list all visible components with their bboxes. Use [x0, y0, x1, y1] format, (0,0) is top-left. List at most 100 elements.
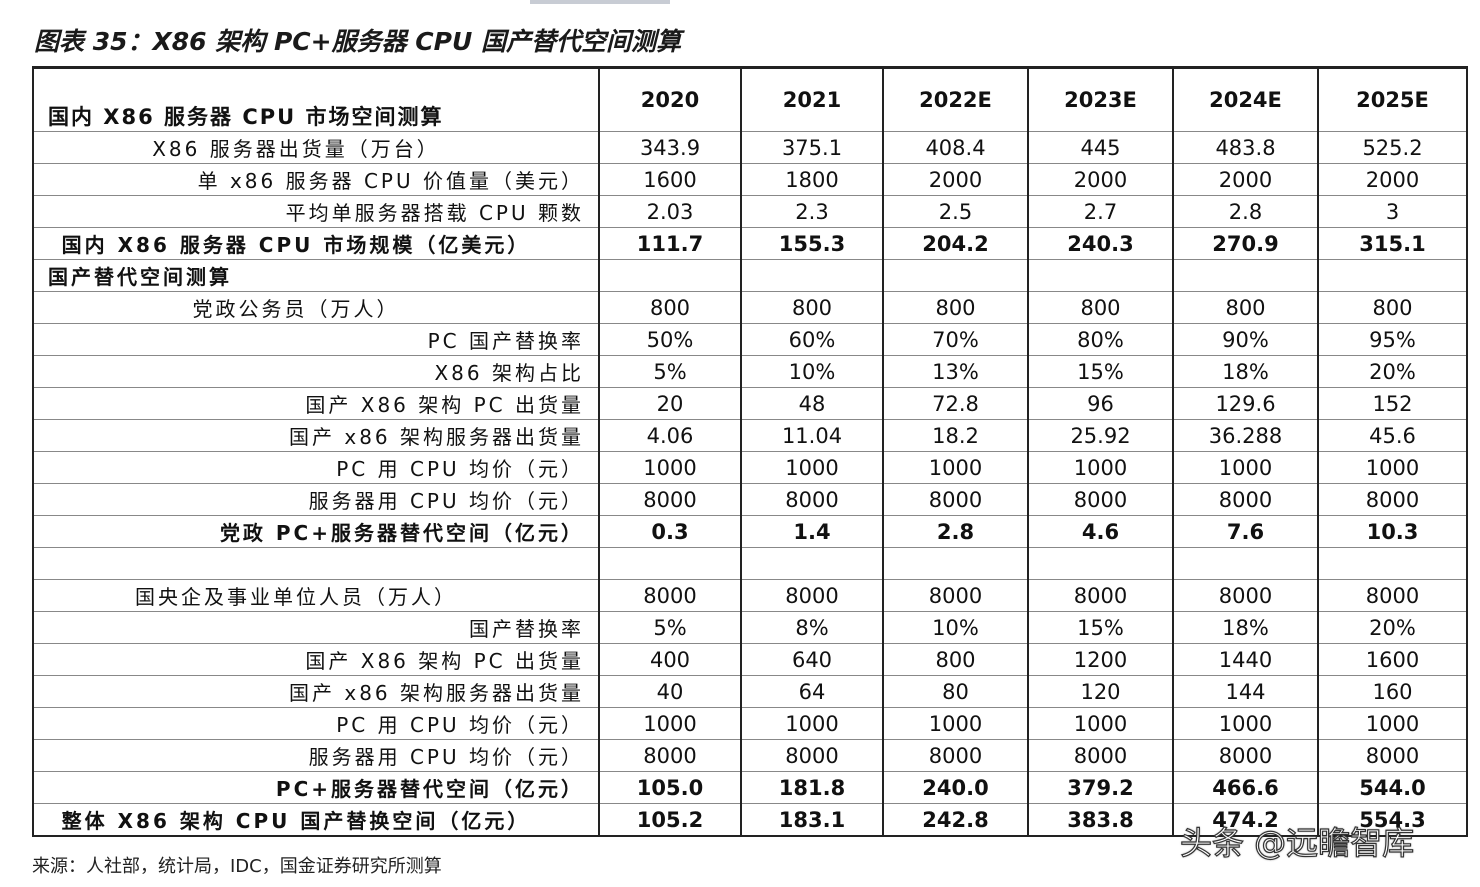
- value-cell: 48: [740, 387, 884, 420]
- table-row: 整体 X86 架构 CPU 国产替换空间（亿元） 105.2 183.1 242.8 3…: [32, 803, 1468, 837]
- value-cell: 15%: [1027, 611, 1174, 644]
- table-row: 服务器用 CPU 均价（元） 8000 8000 8000 8000 8000 8000: [32, 483, 1468, 516]
- value-cell: 1000: [1317, 451, 1468, 484]
- value-cell: 800: [882, 643, 1029, 676]
- value-cell: 8000: [598, 483, 742, 516]
- value-cell: 2.8: [1172, 195, 1319, 228]
- value-cell: 800: [1172, 291, 1319, 324]
- value-cell: 1600: [1317, 643, 1468, 676]
- value-cell: 8000: [882, 739, 1029, 772]
- value-cell: 474.2: [1172, 803, 1319, 837]
- value-cell: 8000: [1027, 739, 1174, 772]
- value-cell: 18%: [1172, 355, 1319, 388]
- source-note: 来源：人社部，统计局，IDC，国金证券研究所测算: [32, 856, 442, 877]
- value-cell: [1027, 259, 1174, 292]
- value-cell: 3: [1317, 195, 1468, 228]
- table-row: PC 国产替换率 50% 60% 70% 80% 90% 95%: [32, 323, 1468, 356]
- row-label: 国产 X86 架构 PC 出货量: [32, 643, 600, 676]
- value-cell: 152: [1317, 387, 1468, 420]
- value-cell: 1000: [740, 707, 884, 740]
- value-cell: 1.4: [740, 515, 884, 548]
- row-label: 国产 x86 架构服务器出货量: [32, 419, 600, 452]
- year-header: 2020: [598, 66, 742, 132]
- value-cell: 13%: [882, 355, 1029, 388]
- value-cell: 2000: [882, 163, 1029, 196]
- value-cell: [1172, 547, 1319, 580]
- value-cell: 80%: [1027, 323, 1174, 356]
- row-label: 整体 X86 架构 CPU 国产替换空间（亿元）: [32, 803, 600, 837]
- value-cell: 640: [740, 643, 884, 676]
- table-body: 国内 X86 服务器 CPU 市场空间测算 2020 2021 2022E 2023E 2…: [32, 66, 1468, 837]
- value-cell: 204.2: [882, 227, 1029, 260]
- value-cell: [882, 259, 1029, 292]
- value-cell: 45.6: [1317, 419, 1468, 452]
- table-row: 党政 PC+服务器替代空间（亿元） 0.3 1.4 2.8 4.6 7.6 10.3: [32, 515, 1468, 548]
- header-row: 国内 X86 服务器 CPU 市场空间测算 2020 2021 2022E 2023E 2…: [32, 66, 1468, 132]
- value-cell: 800: [598, 291, 742, 324]
- row-label: PC 用 CPU 均价（元）: [32, 451, 600, 484]
- value-cell: 1000: [740, 451, 884, 484]
- value-cell: 800: [740, 291, 884, 324]
- value-cell: [598, 547, 742, 580]
- value-cell: 8000: [740, 579, 884, 612]
- value-cell: 1000: [598, 707, 742, 740]
- data-table: 国内 X86 服务器 CPU 市场空间测算 2020 2021 2022E 2023E 2…: [32, 66, 1468, 837]
- value-cell: 18.2: [882, 419, 1029, 452]
- value-cell: 1440: [1172, 643, 1319, 676]
- value-cell: 8000: [740, 483, 884, 516]
- value-cell: 8000: [1172, 483, 1319, 516]
- top-bar: [530, 0, 670, 4]
- value-cell: 111.7: [598, 227, 742, 260]
- row-label: 平均单服务器搭载 CPU 颗数: [32, 195, 600, 228]
- table-row: PC 用 CPU 均价（元） 1000 1000 1000 1000 1000 1000: [32, 707, 1468, 740]
- value-cell: 20: [598, 387, 742, 420]
- value-cell: [882, 547, 1029, 580]
- value-cell: 2000: [1172, 163, 1319, 196]
- value-cell: 25.92: [1027, 419, 1174, 452]
- value-cell: 20%: [1317, 611, 1468, 644]
- value-cell: 343.9: [598, 131, 742, 164]
- row-label: [32, 547, 600, 580]
- value-cell: 0.3: [598, 515, 742, 548]
- table-row: 国产 X86 架构 PC 出货量 20 48 72.8 96 129.6 152: [32, 387, 1468, 420]
- value-cell: 129.6: [1172, 387, 1319, 420]
- value-cell: 8000: [882, 579, 1029, 612]
- value-cell: 5%: [598, 355, 742, 388]
- value-cell: 11.04: [740, 419, 884, 452]
- value-cell: 7.6: [1172, 515, 1319, 548]
- value-cell: 2.5: [882, 195, 1029, 228]
- row-label: PC 国产替换率: [32, 323, 600, 356]
- value-cell: 1000: [598, 451, 742, 484]
- value-cell: 96: [1027, 387, 1174, 420]
- row-label: PC+服务器替代空间（亿元）: [32, 771, 600, 804]
- value-cell: 1000: [882, 707, 1029, 740]
- value-cell: 379.2: [1027, 771, 1174, 804]
- table-row: 国内 X86 服务器 CPU 市场规模（亿美元） 111.7 155.3 204.2 2…: [32, 227, 1468, 260]
- value-cell: 800: [1027, 291, 1174, 324]
- value-cell: 270.9: [1172, 227, 1319, 260]
- value-cell: 1000: [1172, 451, 1319, 484]
- row-label: X86 架构占比: [32, 355, 600, 388]
- value-cell: 8000: [740, 739, 884, 772]
- value-cell: 1000: [1317, 707, 1468, 740]
- value-cell: 120: [1027, 675, 1174, 708]
- table-row: 国产替代空间测算: [32, 259, 1468, 292]
- table-row: X86 服务器出货量（万台） 343.9 375.1 408.4 445 483.8 525…: [32, 131, 1468, 164]
- value-cell: 8000: [1027, 579, 1174, 612]
- value-cell: 10%: [882, 611, 1029, 644]
- value-cell: 2000: [1317, 163, 1468, 196]
- value-cell: 483.8: [1172, 131, 1319, 164]
- value-cell: 8000: [1172, 579, 1319, 612]
- value-cell: 800: [882, 291, 1029, 324]
- value-cell: 15%: [1027, 355, 1174, 388]
- value-cell: 4.6: [1027, 515, 1174, 548]
- value-cell: 466.6: [1172, 771, 1319, 804]
- row-label: 国产 X86 架构 PC 出货量: [32, 387, 600, 420]
- value-cell: 10.3: [1317, 515, 1468, 548]
- value-cell: 1600: [598, 163, 742, 196]
- value-cell: 400: [598, 643, 742, 676]
- row-label: 国央企及事业单位人员（万人）: [32, 579, 600, 612]
- row-label: 党政 PC+服务器替代空间（亿元）: [32, 515, 600, 548]
- value-cell: 8000: [598, 579, 742, 612]
- value-cell: 105.2: [598, 803, 742, 837]
